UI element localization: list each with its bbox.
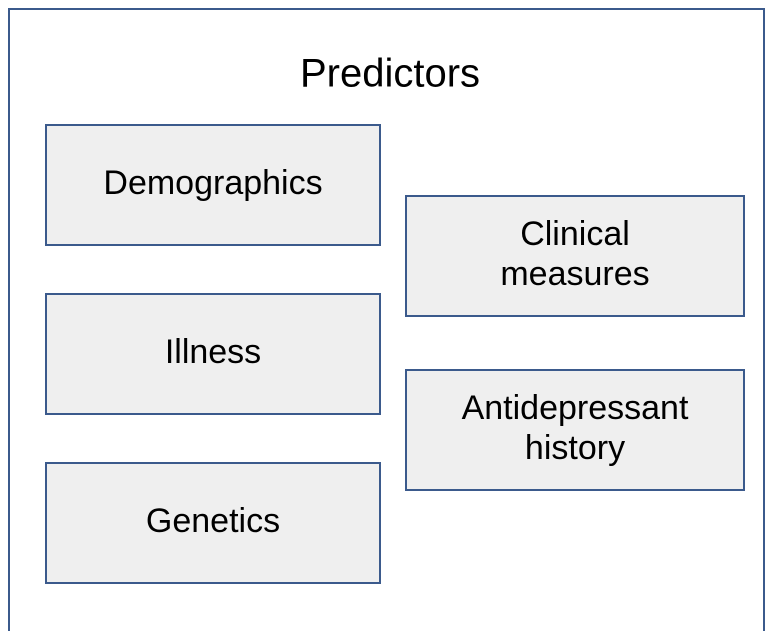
node-box bbox=[405, 369, 745, 491]
node-label: Clinical bbox=[520, 215, 630, 253]
node-label: Genetics bbox=[146, 502, 280, 540]
node-box bbox=[405, 195, 745, 317]
node-box bbox=[45, 293, 381, 415]
boxes: Demographics Illness Genetics Clinicalmeasu… bbox=[45, 124, 745, 584]
node-box bbox=[45, 462, 381, 584]
node-label: Demographics bbox=[103, 164, 322, 202]
node-label: Antidepressant bbox=[462, 389, 689, 427]
node-label: measures bbox=[500, 255, 649, 293]
title: Predictors bbox=[300, 52, 480, 96]
node-box bbox=[45, 124, 381, 246]
node-label: history bbox=[525, 429, 625, 467]
node-label: Illness bbox=[165, 333, 261, 371]
